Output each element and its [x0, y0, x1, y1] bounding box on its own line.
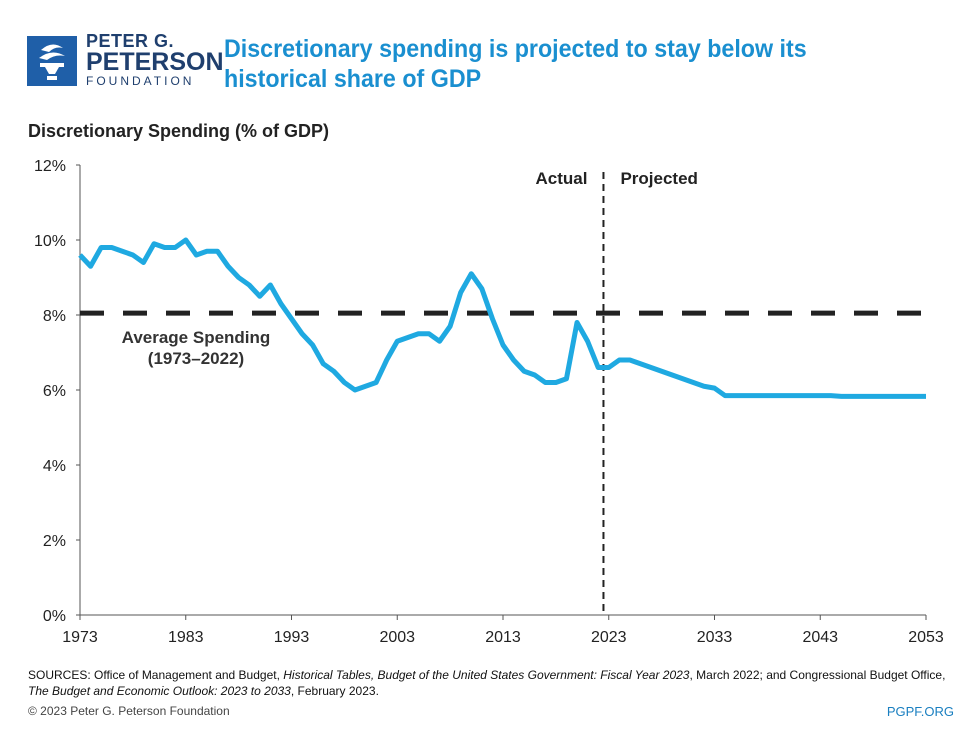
x-tick-label: 1993 — [274, 629, 310, 646]
x-tick-label: 2033 — [697, 629, 733, 646]
chart-title: Discretionary spending is projected to s… — [224, 35, 807, 93]
foundation-logo: PETER G. PETERSON FOUNDATION — [86, 32, 224, 87]
logo-line1: PETER G. — [86, 31, 175, 51]
actual-label: Actual — [535, 169, 587, 188]
average-label-years: (1973–2022) — [148, 349, 244, 368]
x-tick-label: 2043 — [802, 629, 838, 646]
y-tick-label: 0% — [43, 608, 66, 625]
torch-logo-icon — [27, 36, 77, 86]
logo-line2: PETERSON — [86, 48, 224, 76]
sources-text: , February 2023. — [290, 684, 379, 698]
y-tick-label: 10% — [34, 233, 66, 250]
sources-text: SOURCES: Office of Management and Budget… — [28, 668, 284, 682]
y-tick-label: 6% — [43, 383, 66, 400]
sources-title-1: Historical Tables, Budget of the United … — [283, 668, 690, 682]
x-tick-label: 2003 — [379, 629, 415, 646]
y-tick-label: 8% — [43, 308, 66, 325]
x-tick-label: 1983 — [168, 629, 204, 646]
y-tick-label: 2% — [43, 533, 66, 550]
sources-title-2: The Budget and Economic Outlook: 2023 to… — [28, 684, 291, 698]
x-tick-label: 2013 — [485, 629, 521, 646]
y-tick-label: 12% — [34, 158, 66, 175]
y-axis-label: Discretionary Spending (% of GDP) — [28, 121, 330, 141]
sources-note: SOURCES: Office of Management and Budget… — [28, 667, 968, 699]
copyright: © 2023 Peter G. Peterson Foundation — [28, 704, 230, 718]
x-tick-label: 2053 — [908, 629, 944, 646]
average-label: Average Spending — [122, 328, 271, 347]
x-tick-label: 2023 — [591, 629, 627, 646]
logo-line3: FOUNDATION — [86, 74, 195, 88]
spending-line — [78, 237, 926, 399]
sources-text: , March 2022; and Congressional Budget O… — [689, 668, 946, 682]
projected-label: Projected — [620, 169, 697, 188]
y-tick-label: 4% — [43, 458, 66, 475]
site-link[interactable]: PGPF.ORG — [886, 704, 954, 719]
line-chart: 0% 2% 4% 6% 8% 10% 12% 1973 1983 1993 2003 2013 2023… — [34, 158, 944, 646]
x-tick-label: 1973 — [62, 629, 98, 646]
